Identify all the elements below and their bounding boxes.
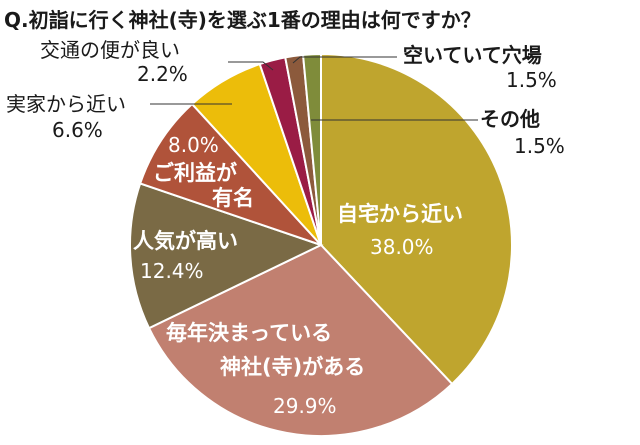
label-jitaku: 自宅から近い (337, 202, 463, 226)
value-goriyaku: 8.0% (168, 133, 219, 157)
leader-line-aiteite (292, 56, 397, 64)
value-jitaku: 38.0% (370, 235, 434, 259)
label-maitoshi-2: 神社(寺)がある (220, 355, 365, 379)
value-kotsu: 2.2% (137, 62, 188, 86)
label-goriyaku-1: ご利益が (153, 161, 237, 185)
pie-slice-3 (138, 102, 322, 246)
value-sonota: 1.5% (514, 134, 565, 158)
value-ninki: 12.4% (140, 259, 204, 283)
leader-line-kotsu (228, 61, 274, 71)
label-aiteite: 空いていて穴場 (403, 43, 542, 67)
value-aiteite: 1.5% (506, 68, 557, 92)
pie-slice-0 (320, 52, 513, 386)
label-kotsu: 交通の便が良い (40, 38, 180, 62)
pie-slice-1 (147, 243, 454, 437)
pie-slice-2 (129, 182, 324, 330)
label-maitoshi-1: 毎年決まっている (166, 321, 332, 345)
label-sonota: その他 (480, 107, 540, 131)
pie-slice-7 (301, 52, 322, 246)
label-goriyaku-2: 有名 (212, 186, 254, 210)
label-ninki: 人気が高い (133, 229, 238, 253)
chart-title: Q.初詣に行く神社(寺)を選ぶ1番の理由は何ですか？ (4, 8, 481, 32)
value-maitoshi: 29.9% (273, 394, 337, 418)
label-jikka: 実家から近い (6, 92, 126, 116)
value-jikka: 6.6% (52, 118, 103, 142)
